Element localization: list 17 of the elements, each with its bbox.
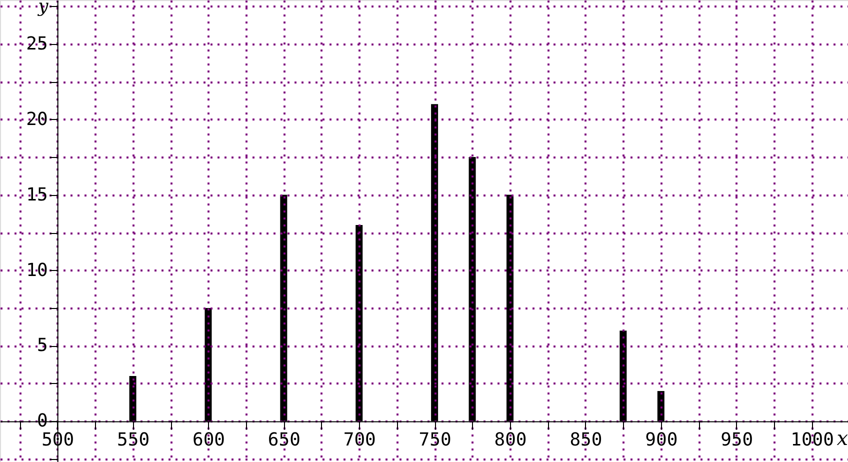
y-tick-label: 5 — [36, 335, 48, 356]
x-tick-label: 900 — [645, 430, 678, 451]
x-tick-label: 1000 — [790, 430, 834, 451]
x-tick-label: 950 — [720, 430, 754, 451]
y-tick-label: 15 — [26, 184, 48, 206]
y-axis-title: y — [37, 0, 50, 17]
x-tick-label: 550 — [117, 430, 150, 451]
x-tick-label: 750 — [418, 430, 452, 451]
x-axis-title: x — [836, 426, 848, 450]
x-tick-label: 600 — [192, 430, 225, 451]
x-tick-label: 850 — [570, 430, 602, 451]
y-tick-label: 10 — [26, 260, 48, 281]
x-tick-label: 700 — [343, 430, 376, 451]
y-tick-label: 20 — [26, 108, 48, 130]
x-tick-label: 650 — [268, 430, 300, 451]
x-tick-label: 800 — [494, 430, 527, 451]
y-tick-label: 25 — [26, 33, 48, 54]
